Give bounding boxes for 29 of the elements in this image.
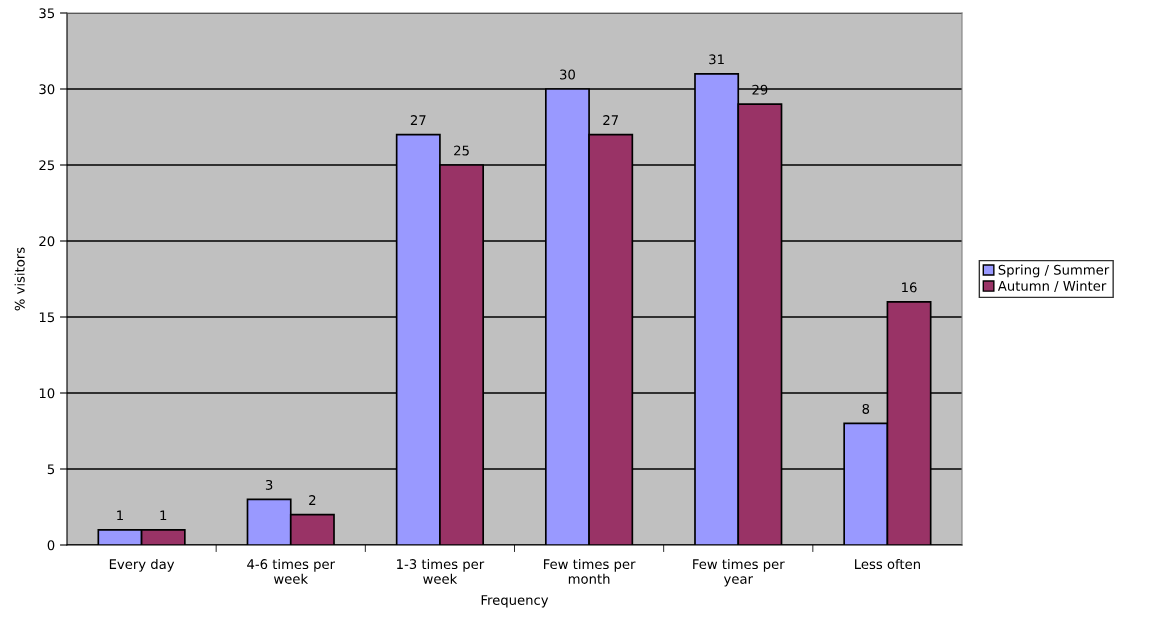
legend-label: Autumn / Winter xyxy=(997,280,1107,292)
y-tick-label: 20 xyxy=(39,236,55,247)
x-tick-label: Few times per year xyxy=(693,558,785,587)
x-tick-label: 4-6 times per week xyxy=(247,558,336,584)
y-axis-title: % visitors xyxy=(14,247,25,311)
y-tick-label: 25 xyxy=(39,160,55,171)
y-tick-label: 35 xyxy=(39,8,55,19)
legend-label: Spring / Summer xyxy=(998,264,1110,278)
data-label: 2 xyxy=(309,495,316,505)
x-tick-label: 1-3 times per week xyxy=(397,558,485,584)
data-label: 16 xyxy=(902,282,917,293)
data-label: 25 xyxy=(454,145,469,156)
data-label: 31 xyxy=(709,54,724,65)
x-tick-label: Few times per month xyxy=(544,558,636,584)
data-label: 3 xyxy=(265,479,273,490)
y-tick-label: 10 xyxy=(39,388,55,399)
y-tick-label: 15 xyxy=(39,312,55,323)
data-label: 1 xyxy=(160,510,167,521)
y-tick-label: 5 xyxy=(47,464,55,475)
x-tick-label: Every day xyxy=(109,558,175,572)
x-tick-label: Less often xyxy=(855,558,920,570)
data-label: 8 xyxy=(862,403,870,414)
data-label: 30 xyxy=(560,69,575,80)
x-axis-title: Frequency xyxy=(481,595,549,608)
y-tick-label: 0 xyxy=(47,540,55,551)
data-label: 27 xyxy=(410,115,426,125)
data-label: 1 xyxy=(117,510,123,521)
y-tick-label: 30 xyxy=(39,84,55,95)
data-label: 27 xyxy=(603,115,618,125)
